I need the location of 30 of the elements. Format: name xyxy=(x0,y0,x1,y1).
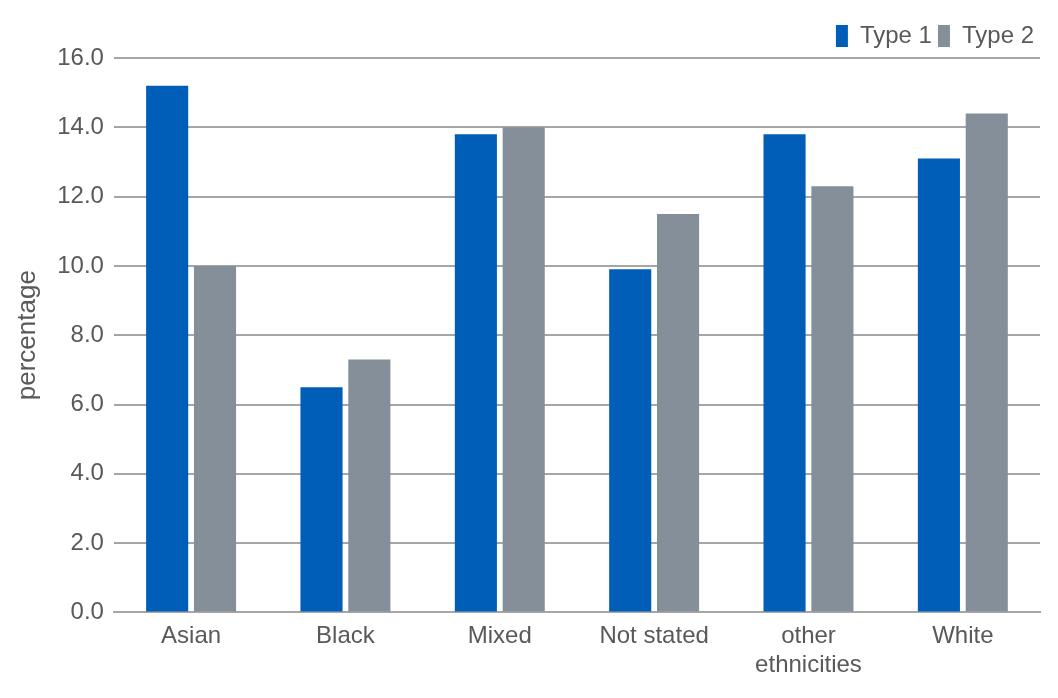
y-tick-label: 2.0 xyxy=(70,527,104,555)
bar xyxy=(917,158,960,612)
y-tick-label: 4.0 xyxy=(70,458,104,486)
bar xyxy=(502,127,545,612)
x-tick-label: Mixed xyxy=(467,621,532,649)
y-tick-label: 16.0 xyxy=(57,42,104,70)
x-tick-label: White xyxy=(932,621,994,649)
y-tick-label: 6.0 xyxy=(70,389,104,417)
bar xyxy=(146,85,189,612)
bar xyxy=(454,134,497,612)
x-tick-label: Not stated xyxy=(599,621,709,649)
legend-label: Type 1 xyxy=(859,20,932,48)
bar xyxy=(657,213,700,612)
x-tick-label: other ethnicities xyxy=(755,621,862,678)
y-tick-label: 12.0 xyxy=(57,181,104,209)
y-tick-label: 10.0 xyxy=(57,250,104,278)
y-axis-title: percentage xyxy=(10,270,41,401)
x-tick-label: Asian xyxy=(161,621,222,649)
y-tick-label: 14.0 xyxy=(57,111,104,139)
bar xyxy=(300,387,343,612)
y-tick-label: 8.0 xyxy=(70,319,104,347)
bar xyxy=(763,134,806,612)
y-tick-label: 0.0 xyxy=(70,597,104,625)
legend-label: Type 2 xyxy=(961,20,1034,48)
bar xyxy=(348,359,391,612)
bar xyxy=(811,186,854,612)
x-tick-label: Black xyxy=(316,621,376,649)
bar xyxy=(193,265,237,612)
bar xyxy=(609,269,652,612)
bar xyxy=(965,113,1008,612)
